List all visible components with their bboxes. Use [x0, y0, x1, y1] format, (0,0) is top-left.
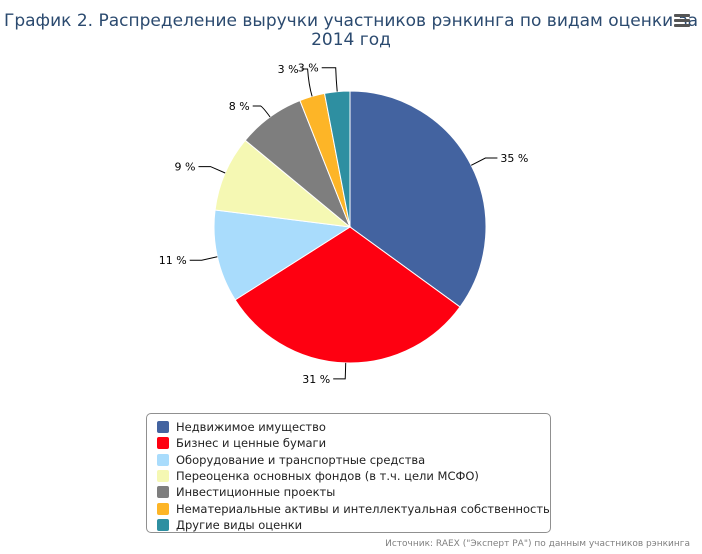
chart-legend: Недвижимое имущество Бизнес и ценные бума… [146, 413, 551, 533]
legend-label: Бизнес и ценные бумаги [176, 436, 327, 451]
data-label-connector [301, 68, 313, 97]
legend-item[interactable]: Переоценка основных фондов (в т.ч. цели … [157, 468, 540, 484]
legend-label: Недвижимое имущество [176, 420, 326, 435]
chart-title: График 2. Распределение выручки участник… [0, 12, 702, 50]
hamburger-menu-icon[interactable] [674, 14, 690, 28]
legend-item[interactable]: Инвестиционные проекты [157, 484, 540, 500]
data-label: 9 % [175, 161, 196, 174]
legend-label: Другие виды оценки [176, 517, 303, 532]
legend-swatch [157, 502, 169, 515]
legend-item[interactable]: Нематериальные активы и интеллектуальная… [157, 500, 550, 516]
chart-title-line-1: График 2. Распределение выручки участник… [3, 11, 698, 31]
legend-swatch [157, 421, 169, 434]
legend-label: Нематериальные активы и интеллектуальная… [176, 501, 550, 516]
chart-credits: Источник: RAEX ("Эксперт РА") по данным … [385, 539, 690, 549]
legend-item[interactable]: Оборудование и транспортные средства [157, 452, 540, 468]
data-label-connector [321, 67, 338, 92]
data-label: 11 % [159, 254, 187, 267]
legend-swatch [157, 453, 169, 466]
pie-slice[interactable] [349, 90, 487, 308]
data-label-connector [470, 157, 498, 166]
data-label: 3 % [278, 63, 299, 76]
legend-swatch [157, 437, 169, 450]
legend-swatch [157, 486, 169, 499]
legend-label: Инвестиционные проекты [176, 485, 336, 500]
legend-label: Оборудование и транспортные средства [176, 452, 426, 467]
data-label: 31 % [302, 373, 330, 386]
legend-label: Переоценка основных фондов (в т.ч. цели … [176, 469, 479, 484]
data-label: 35 % [500, 152, 528, 165]
data-label-connector [198, 166, 226, 174]
legend-swatch [157, 470, 169, 483]
data-label: 3 % [298, 62, 319, 75]
data-label-connector [189, 256, 218, 261]
chart-title-line-2: 2014 год [311, 30, 391, 50]
pie-chart: 35 % 31 % 11 % 9 % 8 % 3 % 3 % [159, 62, 529, 386]
pie-slice[interactable] [323, 90, 351, 228]
data-label: 8 % [229, 100, 250, 113]
legend-item[interactable]: Другие виды оценки [157, 517, 540, 533]
legend-item[interactable]: Бизнес и ценные бумаги [157, 435, 540, 451]
legend-swatch [157, 518, 169, 531]
legend-item[interactable]: Недвижимое имущество [157, 419, 540, 435]
data-label-connector [252, 105, 271, 118]
data-label-connector [333, 362, 347, 380]
